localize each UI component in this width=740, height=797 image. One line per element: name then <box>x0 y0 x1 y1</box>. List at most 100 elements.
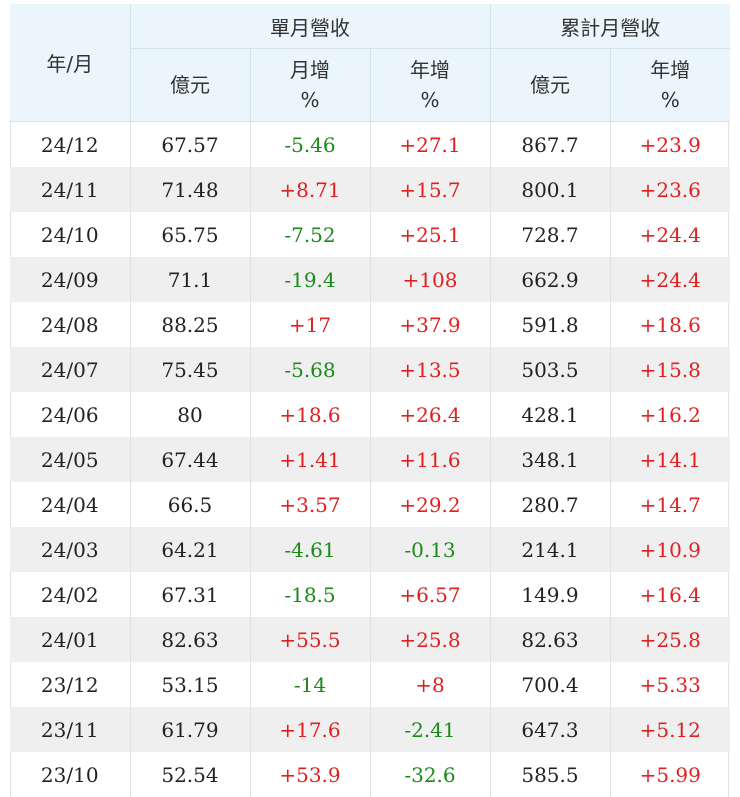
cell-year-month: 24/10 <box>10 212 131 257</box>
cell-cumulative: 214.1 <box>490 527 611 572</box>
cell-revenue: 67.57 <box>130 121 251 167</box>
cell-cumulative-yoy: +14.1 <box>610 437 730 482</box>
table-row: 24/07 75.45 -5.68 +13.5 503.5 +15.8 <box>10 347 730 392</box>
table-row: 24/11 71.48 +8.71 +15.7 800.1 +23.6 <box>10 167 730 212</box>
cell-yoy: +108 <box>370 257 491 302</box>
header-group-cumulative-revenue: 累計月營收 <box>490 4 730 49</box>
cell-cumulative-yoy: +23.9 <box>639 132 701 157</box>
cell-cumulative-yoy: +16.4 <box>639 582 701 607</box>
cell-mom: -4.61 <box>250 527 371 572</box>
cell-revenue: 80 <box>130 392 251 437</box>
cell-cumulative-yoy: +14.7 <box>639 492 701 517</box>
table-body: 24/12 67.57 -5.46 +27.1 867.7 +23.9 24/11 71.4… <box>10 121 730 797</box>
cell-revenue: 71.1 <box>130 257 251 302</box>
cell-yoy: +27.1 <box>370 121 491 167</box>
cell-revenue: 65.75 <box>130 212 251 257</box>
cell-yoy: -32.6 <box>370 752 491 797</box>
cell-revenue: 88.25 <box>130 302 251 347</box>
cell-yoy: +11.6 <box>370 437 491 482</box>
cell-yoy: -2.41 <box>370 707 491 752</box>
cell-cumulative-yoy: +18.6 <box>639 312 701 337</box>
cell-mom: +53.9 <box>250 752 371 797</box>
cell-yoy: +37.9 <box>370 302 491 347</box>
cell-mom: -5.68 <box>250 347 371 392</box>
cell-year-month: 24/05 <box>10 437 131 482</box>
cell-mom: +1.41 <box>250 437 371 482</box>
cell-cumulative: 348.1 <box>490 437 611 482</box>
table-row: 24/08 88.25 +17 +37.9 591.8 +18.6 <box>10 302 730 347</box>
monthly-revenue-table: 年/月 單月營收 累計月營收 億元 月增 % 年增 % 億元 年增 % 24/1… <box>10 4 730 797</box>
header-cumulative-billion: 億元 <box>490 48 611 122</box>
cell-yoy: -0.13 <box>370 527 491 572</box>
cell-mom: -18.5 <box>250 572 371 617</box>
cell-year-month: 24/04 <box>10 482 131 527</box>
header-yoy-label: 年增 <box>410 58 450 82</box>
cell-mom: -19.4 <box>250 257 371 302</box>
cell-cumulative: 647.3 <box>490 707 611 752</box>
header-cum-yoy-unit: % <box>660 88 680 112</box>
cell-cumulative-yoy: +25.8 <box>610 617 730 662</box>
cell-yoy: +25.1 <box>370 212 491 257</box>
cell-mom: +3.57 <box>250 482 371 527</box>
table-row: 24/06 80 +18.6 +26.4 428.1 +16.2 <box>10 392 730 437</box>
cell-yoy: +13.5 <box>370 347 491 392</box>
table-row: 24/05 67.44 +1.41 +11.6 348.1 +14.1 <box>10 437 730 482</box>
cell-cumulative: 82.63 <box>490 617 611 662</box>
cell-cumulative: 662.9 <box>490 257 611 302</box>
cell-year-month: 23/11 <box>10 707 131 752</box>
cell-cumulative-yoy: +24.4 <box>610 257 730 302</box>
cell-year-month: 24/12 <box>10 121 131 167</box>
cell-mom: +55.5 <box>250 617 371 662</box>
table-row: 24/03 64.21 -4.61 -0.13 214.1 +10.9 <box>10 527 730 572</box>
cell-year-month: 23/10 <box>10 752 131 797</box>
header-mom-unit: % <box>300 88 320 112</box>
cell-cumulative-yoy: +10.9 <box>610 527 730 572</box>
cell-year-month: 24/08 <box>10 302 131 347</box>
cell-year-month: 24/07 <box>10 347 131 392</box>
cell-year-month: 24/11 <box>10 167 131 212</box>
table-row: 24/02 67.31 -18.5 +6.57 149.9 +16.4 <box>10 572 730 617</box>
table-row: 24/01 82.63 +55.5 +25.8 82.63 +25.8 <box>10 617 730 662</box>
header-monthly-billion: 億元 <box>130 48 251 122</box>
cell-year-month: 24/09 <box>10 257 131 302</box>
cell-mom: -5.46 <box>250 121 371 167</box>
cell-mom: +18.6 <box>250 392 371 437</box>
cell-mom: +17 <box>250 302 371 347</box>
cell-revenue: 67.44 <box>130 437 251 482</box>
cell-yoy: +29.2 <box>370 482 491 527</box>
cell-year-month: 23/12 <box>10 662 131 707</box>
cell-cumulative: 867.7 <box>490 121 611 167</box>
cell-year-month: 24/06 <box>10 392 131 437</box>
table-row: 23/12 53.15 -14 +8 700.4 +5.33 <box>10 662 730 707</box>
cell-cumulative-yoy: +23.6 <box>610 167 730 212</box>
cell-revenue: 52.54 <box>130 752 251 797</box>
header-mom-label: 月增 <box>290 58 330 82</box>
cell-cumulative-yoy: +24.4 <box>639 222 701 247</box>
header-year-month: 年/月 <box>10 4 131 122</box>
header-cumulative-yoy: 年增 % <box>610 48 730 122</box>
table-row: 23/10 52.54 +53.9 -32.6 585.5 +5.99 <box>10 752 730 797</box>
cell-cumulative: 728.7 <box>490 212 611 257</box>
cell-cumulative-yoy: +15.8 <box>610 347 730 392</box>
cell-cumulative-yoy: +5.33 <box>639 672 701 697</box>
cell-revenue: 75.45 <box>130 347 251 392</box>
cell-revenue: 71.48 <box>130 167 251 212</box>
cell-yoy: +6.57 <box>370 572 491 617</box>
cell-revenue: 82.63 <box>130 617 251 662</box>
cell-cumulative: 800.1 <box>490 167 611 212</box>
cell-revenue: 64.21 <box>130 527 251 572</box>
cell-revenue: 66.5 <box>130 482 251 527</box>
cell-cumulative: 149.9 <box>490 572 611 617</box>
cell-revenue: 67.31 <box>130 572 251 617</box>
cell-year-month: 24/01 <box>10 617 131 662</box>
cell-cumulative: 591.8 <box>490 302 611 347</box>
table-row: 24/04 66.5 +3.57 +29.2 280.7 +14.7 <box>10 482 730 527</box>
cell-yoy: +26.4 <box>370 392 491 437</box>
cell-mom: -14 <box>250 662 371 707</box>
cell-cumulative: 585.5 <box>490 752 611 797</box>
table-row: 23/11 61.79 +17.6 -2.41 647.3 +5.12 <box>10 707 730 752</box>
cell-yoy: +8 <box>370 662 491 707</box>
table-row: 24/12 67.57 -5.46 +27.1 867.7 +23.9 <box>10 121 730 167</box>
cell-mom: +17.6 <box>250 707 371 752</box>
cell-cumulative: 700.4 <box>490 662 611 707</box>
